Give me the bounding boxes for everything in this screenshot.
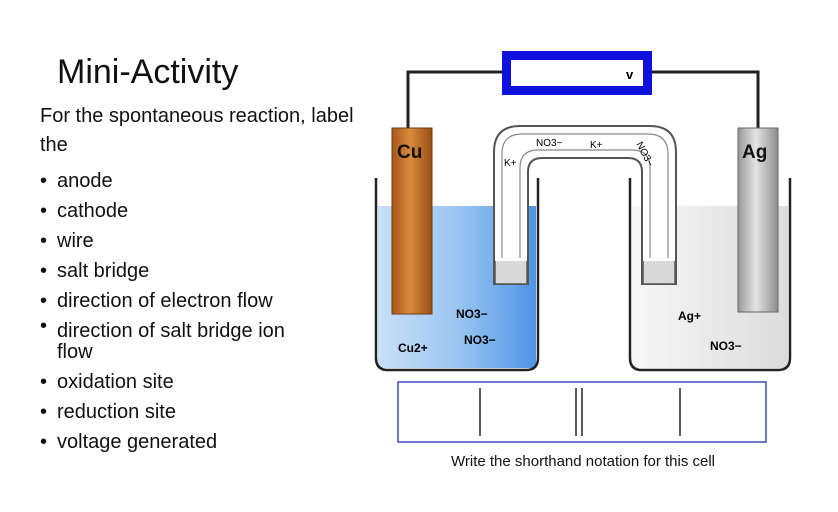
right-plug-highlight [643,258,675,261]
bullet-ion-flow: direction of salt bridge ion flow [40,316,317,367]
notation-box [397,381,767,443]
salt-bridge: NO3− K+ K+ NO3− [493,125,677,285]
copper-electrode-bar [391,127,433,315]
bullet-salt-bridge: salt bridge [40,256,360,286]
right-plug [642,259,676,285]
left-ion-nitrate-2: NO3− [464,333,496,347]
right-ion-silver: Ag+ [678,309,701,323]
left-ion-nitrate-1: NO3− [456,307,488,321]
intro-text: For the spontaneous reaction, label the [40,105,354,156]
salt-bridge-inner-right-wall [519,149,651,284]
right-wire [652,70,760,128]
bridge-ion-potassium-left: K+ [504,158,517,169]
left-wire [406,70,502,128]
voltmeter: v [502,51,652,95]
bullet-electron-flow: direction of electron flow [40,286,360,316]
right-beaker [628,178,792,372]
bullet-anode: anode [40,166,360,196]
external-wire [406,70,760,128]
left-plug [494,259,528,285]
left-beaker [374,178,540,372]
salt-bridge-inner-left-wall [501,133,669,284]
left-plug-highlight [495,258,527,261]
bullet-reduction-site: reduction site [40,397,360,427]
copper-electrode: Cu [391,127,433,315]
bullet-oxidation-site: oxidation site [40,367,360,397]
bullet-voltage: voltage generated [40,427,360,457]
voltmeter-display [511,60,643,86]
bridge-ion-nitrate-top: NO3− [536,138,563,149]
silver-electrode: Ag [737,127,779,313]
bullet-wire: wire [40,226,360,256]
notation-caption: Write the shorthand notation for this ce… [450,453,716,470]
silver-electrode-bar [737,127,779,313]
slide-title: Mini-Activity [57,53,239,91]
bridge-ion-potassium-top: K+ [590,140,603,151]
voltmeter-label: v [626,67,634,82]
silver-label: Ag [742,142,767,163]
label-checklist: anode cathode wire salt bridge direction… [40,166,360,457]
bullet-cathode: cathode [40,196,360,226]
copper-label: Cu [397,142,422,163]
left-ion-copper: Cu2+ [398,341,428,355]
right-ion-nitrate: NO3− [710,339,742,353]
